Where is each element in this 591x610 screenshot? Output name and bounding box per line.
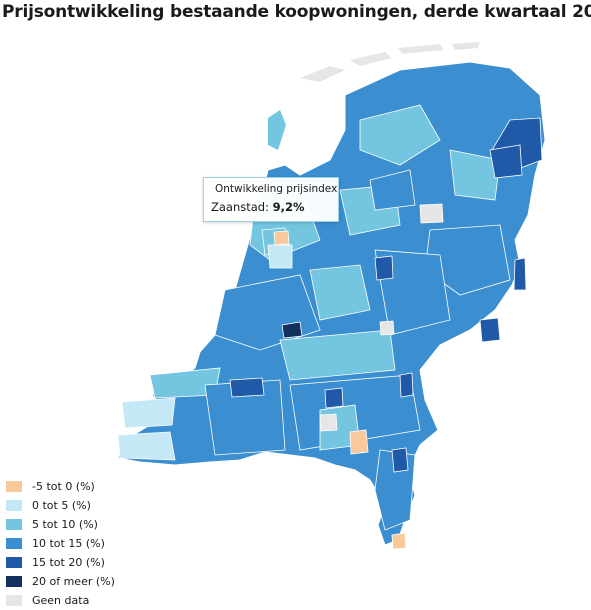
legend-swatch: [6, 519, 22, 530]
dark-region-limburg: [391, 447, 409, 473]
no-data-region-2: [379, 320, 395, 336]
legend-swatch: [6, 481, 22, 492]
legend-swatch: [6, 500, 22, 511]
negative-region-brabant: [349, 429, 369, 455]
texel: [268, 110, 286, 150]
legend-label: 20 of meer (%): [32, 575, 115, 588]
legend-label: -5 tot 0 (%): [32, 480, 95, 493]
legend-swatch: [6, 595, 22, 606]
legend-label: 0 tot 5 (%): [32, 499, 91, 512]
negative-region-amsterdam: [273, 230, 290, 246]
region-amsterdam: [267, 244, 293, 269]
wadden-islands: [300, 42, 480, 82]
dark-region-twente: [479, 317, 501, 343]
dark-region-brabant: [324, 387, 344, 409]
negative-region-limburg: [391, 532, 407, 550]
legend-swatch: [6, 538, 22, 549]
legend-label: 15 tot 20 (%): [32, 556, 105, 569]
legend-item[interactable]: 5 tot 10 (%): [6, 515, 115, 534]
no-data-region-1: [419, 203, 444, 224]
dark-region-groningen: [489, 144, 523, 179]
dark-region-emmen: [513, 257, 527, 291]
region-north: [359, 104, 441, 166]
region-drenthe: [449, 149, 501, 201]
tooltip-value: 9,2%: [272, 200, 305, 214]
region-rivers: [279, 329, 396, 381]
legend-item[interactable]: 0 tot 5 (%): [6, 496, 115, 515]
legend-label: Geen data: [32, 594, 90, 607]
region-gelderland: [374, 249, 451, 336]
dark-region-zuid-holland: [281, 321, 303, 339]
dark-region-zeeland: [229, 377, 265, 398]
dark-region-flevo: [374, 255, 394, 281]
tooltip-place: Zaanstad:: [211, 200, 269, 214]
legend-item[interactable]: -5 tot 0 (%): [6, 477, 115, 496]
legend-label: 5 tot 10 (%): [32, 518, 98, 531]
page-title: Prijsontwikkeling bestaande koopwoningen…: [2, 2, 591, 22]
region-ijsselmeer: [369, 169, 416, 211]
legend-item[interactable]: 20 of meer (%): [6, 572, 115, 591]
map-tooltip: Ontwikkeling prijsindex Zaanstad: 9,2%: [203, 177, 339, 222]
legend-swatch: [6, 576, 22, 587]
legend-label: 10 tot 15 (%): [32, 537, 105, 550]
no-data-region-3: [319, 413, 338, 432]
region-utrecht: [309, 264, 371, 321]
region-zeeland-3: [117, 431, 176, 461]
region-zeeland-2: [121, 397, 176, 429]
legend-item[interactable]: Geen data: [6, 591, 115, 610]
tooltip-series: Ontwikkeling prijsindex: [215, 183, 338, 195]
dark-region-gelderland: [399, 372, 414, 398]
legend-item[interactable]: 10 tot 15 (%): [6, 534, 115, 553]
legend-item[interactable]: 15 tot 20 (%): [6, 553, 115, 572]
legend-swatch: [6, 557, 22, 568]
legend: -5 tot 0 (%) 0 tot 5 (%) 5 tot 10 (%) 10…: [6, 477, 115, 610]
